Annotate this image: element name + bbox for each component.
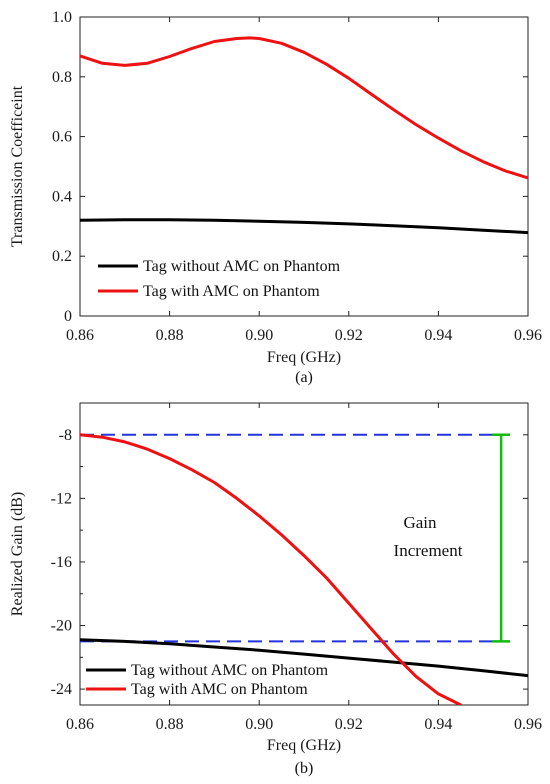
x-tick-label: 0.86 [66,716,94,733]
y-tick-label: 0.8 [52,69,72,86]
y-tick-label: -16 [51,554,72,571]
y-tick-label: 0.6 [52,129,72,146]
y-tick-label: 0.4 [52,188,72,205]
plot-area [80,433,528,705]
x-tick-label: 0.94 [424,716,452,733]
series-line-without-amc [80,638,528,678]
series-line-without-amc [80,218,528,235]
y-tick-label: -8 [59,427,72,444]
gain-increment-label-2: Increment [394,541,463,560]
x-tick-label: 0.96 [514,716,542,733]
y-tick-label: -12 [51,490,72,507]
series-line-with-amc [80,36,528,180]
plot-frame [79,402,529,706]
y-axis-title: Realized Gain (dB) [9,492,26,616]
x-tick-label: 0.92 [335,327,363,344]
y-tick-label: 0 [64,308,72,325]
gain-increment-label-1: Gain [403,513,437,532]
plot-frame [79,16,529,317]
x-axis-title: Freq (GHz) [267,737,341,754]
legend-label-with-amc: Tag with AMC on Phantom [143,283,320,300]
x-tick-label: 0.90 [245,327,273,344]
x-tick-label: 0.86 [66,327,94,344]
plot-area [80,36,528,235]
y-tick-label: 0.2 [52,248,72,265]
series-line-with-amc [80,433,463,705]
x-tick-label: 0.96 [514,327,542,344]
x-axis-title: Freq (GHz) [267,349,341,366]
x-tick-label: 0.88 [156,327,184,344]
y-tick-label: -20 [51,618,72,635]
legend-label-with-amc: Tag with AMC on Phantom [131,681,308,698]
y-tick-label: 1.0 [52,9,72,26]
y-axis-title: Transmission Coefficeint [9,85,26,247]
y-tick-label: -24 [51,681,72,698]
x-tick-label: 0.92 [335,716,363,733]
x-tick-label: 0.90 [245,716,273,733]
x-tick-label: 0.88 [156,716,184,733]
legend-label-without-amc: Tag without AMC on Phantom [143,258,341,275]
chart-b: 0.86 0.88 0.90 0.92 0.94 0.96 -8 -12 -16 -20 -24 Fr… [9,402,542,777]
chart-a: 0.86 0.88 0.90 0.92 0.94 0.96 0 0.2 0.4 0.6 0.8 1.0… [9,9,542,386]
legend-label-without-amc: Tag without AMC on Phantom [131,662,329,679]
figure-caption: (a) [295,369,313,386]
x-tick-label: 0.94 [424,327,452,344]
figure-caption: (b) [295,760,314,777]
